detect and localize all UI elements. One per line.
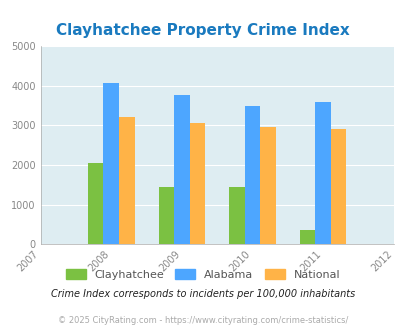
Bar [119, 117, 134, 244]
Text: Crime Index corresponds to incidents per 100,000 inhabitants: Crime Index corresponds to incidents per… [51, 289, 354, 299]
Bar [88, 163, 103, 244]
Bar [330, 129, 345, 244]
Bar [229, 187, 244, 244]
Bar [189, 123, 205, 244]
Bar [315, 102, 330, 244]
Bar [103, 82, 119, 244]
Bar [260, 127, 275, 244]
Bar [158, 187, 174, 244]
Text: Clayhatchee Property Crime Index: Clayhatchee Property Crime Index [56, 23, 349, 38]
Bar [299, 230, 315, 244]
Text: © 2025 CityRating.com - https://www.cityrating.com/crime-statistics/: © 2025 CityRating.com - https://www.city… [58, 316, 347, 325]
Bar [174, 95, 189, 244]
Bar [244, 106, 260, 244]
Legend: Clayhatchee, Alabama, National: Clayhatchee, Alabama, National [61, 265, 344, 284]
